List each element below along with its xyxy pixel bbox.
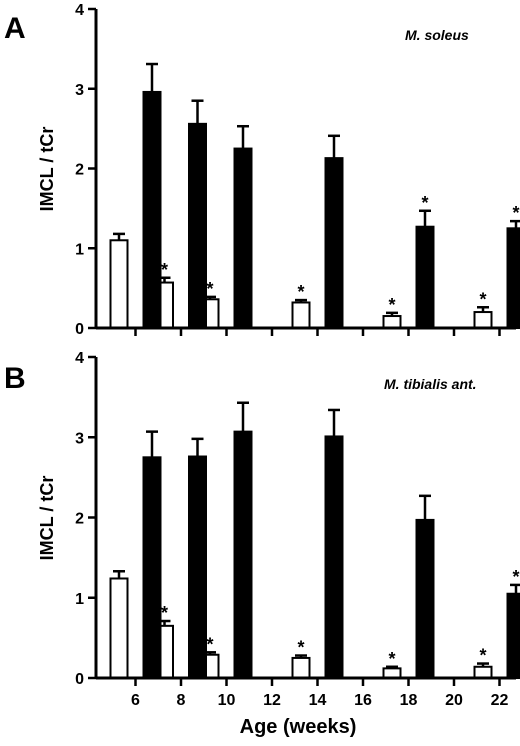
panel-b-y-tick-label-4: 4 (75, 350, 84, 367)
panel-a-y-tick-label-2: 2 (75, 162, 84, 179)
panel-a-bar-filled-8 (188, 122, 207, 329)
panel-b-x-tick-label-14: 14 (309, 692, 327, 709)
panel-a-bar-filled-18 (415, 225, 435, 329)
panel-b-bar-open-8-significance-star: * (161, 603, 168, 623)
panel-a-bar-open-14-significance-star: * (297, 282, 304, 302)
panel-a-bar-open-14 (291, 301, 311, 330)
panel-b-bar-filled-14 (324, 435, 344, 680)
panel-b-x-tick-label-10: 10 (218, 692, 236, 709)
panel-b-bar-filled-8 (188, 455, 207, 680)
panel-a-bar-open-8-significance-star: * (161, 260, 168, 280)
panel-a-y-tick-label-3: 3 (75, 82, 84, 99)
panel-b: B M. tibialis ant. IMCL / tCr ** ** **0123… (4, 350, 520, 709)
panel-a-muscle-label: M. soleus (405, 27, 469, 43)
panel-b-x-tick-label-20: 20 (445, 692, 463, 709)
panel-b-bar-open-10-significance-star: * (206, 634, 213, 654)
panel-b-bar-open-14-significance-star: * (297, 638, 304, 658)
panel-a-bar-open-22 (473, 311, 493, 329)
panel-a-bar-filled-18-significance-star: * (421, 193, 428, 213)
panel-b-bar-open-22-significance-star: * (479, 646, 486, 666)
panel-b-y-axis-label: IMCL / tCr (37, 476, 57, 561)
panel-b-x-tick-label-8: 8 (177, 692, 186, 709)
panel-a-bar-open-18 (382, 315, 402, 330)
panel-a-y-tick-label-0: 0 (75, 321, 84, 338)
panel-b-y-tick-label-3: 3 (75, 430, 84, 447)
panel-b-x-tick-label-12: 12 (263, 692, 281, 709)
panel-a-bar-filled-10 (233, 147, 253, 329)
panel-b-bar-open-18-significance-star: * (388, 649, 395, 669)
panel-a: A M. soleus IMCL / tCr * * * * * * * 0 1 2 3 4 (4, 2, 520, 338)
panel-b-x-tick-label-18: 18 (400, 692, 418, 709)
panel-a-bar-filled-22 (506, 227, 520, 329)
panel-a-y-axis-label: IMCL / tCr (37, 127, 57, 212)
panel-b-muscle-label: M. tibialis ant. (384, 376, 477, 392)
panel-b-y-tick-label-0: 0 (75, 671, 84, 688)
panel-b-x-tick-label-22: 22 (491, 692, 509, 709)
panel-b-bar-filled-18 (415, 518, 435, 679)
panel-a-y-tick-label-4: 4 (75, 2, 84, 19)
panel-a-bar-filled-14 (324, 157, 344, 329)
panel-a-bar-open-6 (109, 239, 129, 329)
panel-b-x-tick-label-16: 16 (354, 692, 372, 709)
panel-b-bar-filled-6 (142, 456, 162, 679)
panel-b-y-tick-label-2: 2 (75, 511, 84, 528)
panel-b-y-tick-label-1: 1 (75, 591, 84, 608)
panel-b-bar-open-14 (291, 656, 311, 679)
panel-a-bar-open-22-significance-star: * (479, 289, 486, 309)
panel-a-y-tick-label-1: 1 (75, 241, 84, 258)
panel-b-x-tick-label-6: 6 (131, 692, 140, 709)
panel-b-bar-filled-10 (233, 430, 253, 679)
panel-b-bar-filled-22-significance-star: * (512, 567, 519, 587)
panel-a-letter: A (4, 12, 26, 45)
panel-b-bar-open-22 (473, 665, 493, 680)
panel-b-bar-filled-22 (506, 592, 520, 679)
panel-b-bar-open-6 (109, 577, 129, 679)
panel-a-bar-filled-6 (142, 90, 162, 329)
panel-a-bar-open-18-significance-star: * (388, 295, 395, 315)
panel-b-letter: B (4, 362, 26, 395)
x-axis-label: Age (weeks) (240, 716, 357, 738)
panel-a-bar-open-10-significance-star: * (206, 279, 213, 299)
panel-a-bar-filled-22-significance-star: * (512, 203, 519, 223)
